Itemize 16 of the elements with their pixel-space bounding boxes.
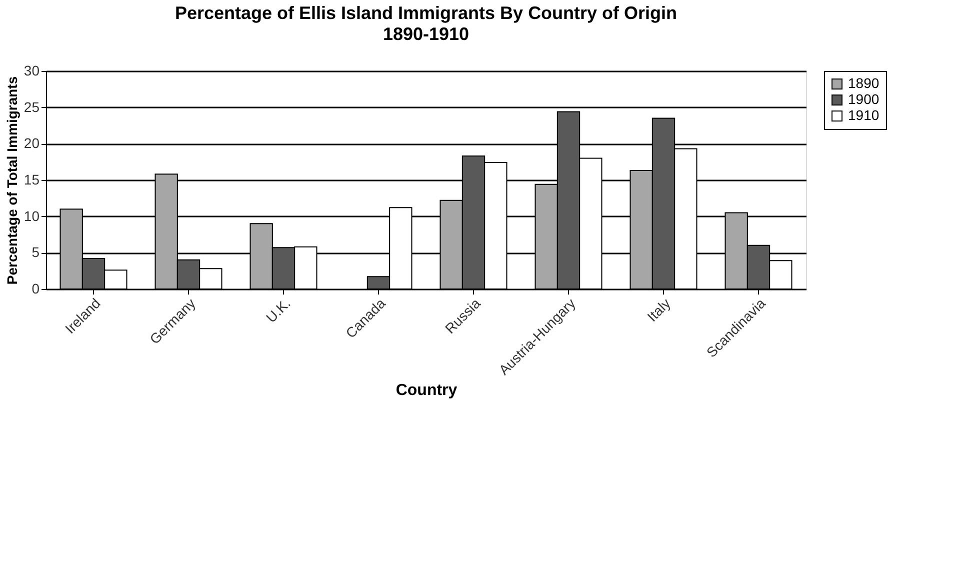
y-tick-label: 10 [24,208,40,224]
chart-title: Percentage of Ellis Island Immigrants By Country of Origin [174,3,678,23]
y-tick-label: 15 [24,172,40,188]
x-tick-label: U.K. [262,295,294,326]
x-axis-title: Country [396,382,458,399]
y-tick-label: 5 [32,244,40,260]
y-tick-label: 0 [32,280,40,296]
y-tick-label: 30 [24,62,40,78]
y-tick-label: 20 [24,135,40,152]
legend-label: 1890 [848,75,880,91]
y-axis-title: Percentage of Total Immigrants [4,76,20,285]
legend-label: 1910 [848,107,880,123]
y-tick-label: 25 [24,98,40,115]
x-tick-label: Italy [644,295,674,325]
legend-label: 1900 [848,91,880,107]
chart-subtitle: 1890-1910 [382,24,470,44]
